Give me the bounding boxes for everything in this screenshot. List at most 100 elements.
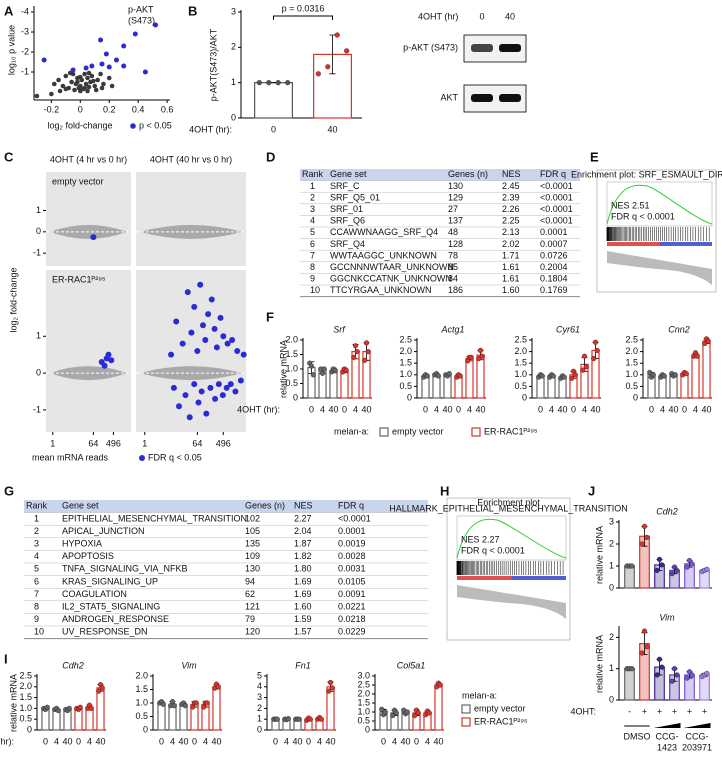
table-cell: 0.0001 bbox=[540, 227, 568, 237]
y-tick-label: 2 bbox=[231, 42, 236, 52]
significant-point bbox=[213, 344, 220, 351]
significant-point bbox=[223, 384, 230, 391]
x-tick-label: 4 bbox=[434, 404, 439, 414]
table-cell: 27 bbox=[448, 204, 458, 214]
data-point bbox=[321, 366, 327, 372]
table-cell: 62 bbox=[245, 589, 255, 599]
bar bbox=[157, 702, 166, 731]
y-tick-label: 2.5 bbox=[625, 334, 638, 344]
x-tick-label: 0 bbox=[76, 736, 81, 746]
highlight-point bbox=[99, 61, 105, 67]
legend-swatch bbox=[461, 717, 471, 727]
table-cell: 2.39 bbox=[502, 192, 520, 202]
blot-band bbox=[471, 44, 493, 52]
significant-point bbox=[203, 410, 210, 417]
table-cell: 9 bbox=[310, 274, 315, 284]
data-point bbox=[99, 685, 105, 691]
data-point bbox=[580, 367, 586, 373]
y-tick-label: 1.5 bbox=[399, 358, 412, 368]
x-tick-label: 0 bbox=[682, 404, 687, 414]
x-tick-label: 0 bbox=[381, 736, 386, 746]
y-tick-label: 0 bbox=[407, 392, 412, 402]
annotation: p-AKT bbox=[128, 4, 154, 14]
es-plot bbox=[606, 181, 713, 227]
x-tick-label: 496 bbox=[216, 438, 231, 448]
data-point bbox=[674, 672, 680, 678]
blot-axis-label: 4OHT (hr) bbox=[418, 11, 458, 21]
data-point bbox=[315, 71, 321, 77]
significant-point bbox=[227, 381, 234, 388]
blot-band bbox=[471, 94, 493, 102]
table-cell: <0.0001 bbox=[540, 192, 573, 202]
table-cell: GGCNKCCATNK_UNKNOWN bbox=[330, 274, 452, 284]
nes-label: NES 2.27 bbox=[461, 534, 500, 544]
bar bbox=[702, 340, 711, 399]
highlight-point bbox=[142, 69, 148, 75]
data-point bbox=[327, 679, 334, 686]
x-tick-label: 4 bbox=[549, 404, 554, 414]
y-tick-label: 1.0 bbox=[399, 369, 412, 379]
x-tick-label: 40 bbox=[557, 404, 567, 414]
significant-point bbox=[197, 281, 204, 288]
bar bbox=[254, 82, 293, 119]
significant-point bbox=[170, 384, 177, 391]
significant-point bbox=[199, 322, 206, 329]
table-cell: 48 bbox=[448, 227, 458, 237]
table-cell: TTCYRGAA_UNKNOWN bbox=[330, 285, 432, 295]
y-tick-label: -2 bbox=[21, 46, 29, 56]
data-point bbox=[86, 84, 92, 90]
significant-point bbox=[237, 377, 244, 384]
table-cell: 2.45 bbox=[502, 181, 520, 191]
significant-point bbox=[105, 351, 112, 358]
table-cell: HYPOXIA bbox=[62, 538, 102, 548]
data-point bbox=[193, 700, 199, 706]
bar bbox=[624, 565, 635, 589]
table-cell: 2.13 bbox=[502, 227, 520, 237]
data-point bbox=[67, 70, 73, 76]
data-point bbox=[647, 369, 653, 376]
data-point bbox=[344, 48, 350, 54]
fdr-label: FDR q < 0.0001 bbox=[461, 545, 525, 555]
x-tick-label: 40 bbox=[433, 736, 443, 746]
table-cell: 0.0221 bbox=[338, 601, 366, 611]
x-tick-label: 40 bbox=[400, 736, 410, 746]
table-cell: 0.0726 bbox=[540, 250, 568, 260]
table-cell: 137 bbox=[448, 216, 463, 226]
data-point bbox=[689, 561, 695, 567]
data-point bbox=[629, 666, 635, 672]
y-tick-label: 2.0 bbox=[285, 334, 298, 344]
y-tick-label: 2.5 bbox=[357, 679, 370, 689]
highlight-point bbox=[121, 63, 127, 69]
data-point bbox=[44, 704, 50, 710]
x-tick-label: 0 bbox=[649, 404, 654, 414]
table-cell: 1.59 bbox=[294, 614, 312, 624]
table-cell: 1.87 bbox=[294, 538, 312, 548]
legend-swatch bbox=[379, 427, 389, 437]
y-tick-label: 1.5 bbox=[285, 349, 298, 359]
data-point bbox=[332, 367, 338, 374]
table-cell: 2.04 bbox=[294, 526, 312, 536]
gsea-title: Enrichment plot: SRF_ESMAULT_DIRECT bbox=[571, 169, 722, 179]
x-tick-label: 40 bbox=[475, 404, 485, 414]
data-point bbox=[669, 571, 675, 577]
table-cell: 4 bbox=[34, 551, 39, 561]
x-tick-label: 40 bbox=[327, 124, 337, 134]
data-point bbox=[705, 338, 711, 344]
data-point bbox=[109, 83, 115, 89]
data-point bbox=[99, 85, 105, 91]
table-cell: GCCNNNWTAAR_UNKNOWN bbox=[330, 262, 454, 272]
legend-swatch bbox=[139, 455, 145, 461]
y-tick-label: 0 bbox=[633, 392, 638, 402]
x-tick-label: 0 bbox=[423, 404, 428, 414]
bar bbox=[476, 354, 485, 399]
data-point bbox=[569, 375, 575, 381]
y-tick-label: 0 bbox=[293, 392, 298, 402]
table-cell: 130 bbox=[448, 181, 463, 191]
table-cell: 5 bbox=[34, 564, 39, 574]
data-point bbox=[82, 85, 87, 91]
group-label: CCG- bbox=[656, 731, 679, 741]
data-point bbox=[72, 87, 77, 93]
x-tick-label: 4 bbox=[317, 736, 322, 746]
y-tick-label: 0 bbox=[609, 694, 614, 704]
table-cell: 2.02 bbox=[502, 239, 520, 249]
